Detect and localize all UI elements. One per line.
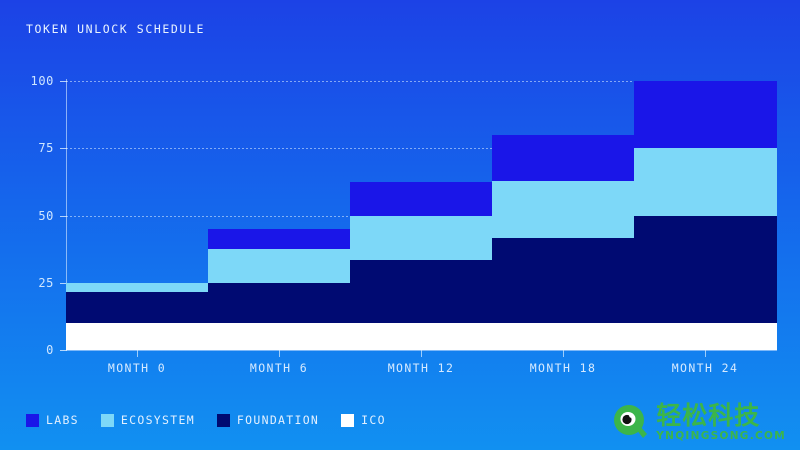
area-segment-ecosystem <box>350 215 493 260</box>
area-segment-labs <box>350 181 493 216</box>
legend-item-ico[interactable]: ICO <box>341 413 386 427</box>
gridline <box>66 148 776 150</box>
area-segment-foundation <box>66 292 209 324</box>
y-axis-tick-label: 100 <box>30 74 54 88</box>
x-axis-tick <box>421 350 422 357</box>
x-axis-tick-label: MONTH 18 <box>529 361 597 375</box>
area-segment-ico <box>350 323 493 350</box>
legend-item-labs[interactable]: LABS <box>26 413 79 427</box>
area-segment-labs <box>492 134 635 181</box>
area-segment-foundation <box>492 238 635 324</box>
area-segment-ico <box>492 323 635 350</box>
area-segment-labs <box>634 81 777 149</box>
legend-swatch-icon <box>26 413 39 427</box>
y-axis-line <box>66 79 67 351</box>
x-axis-tick-label: MONTH 6 <box>249 361 309 375</box>
page-title: TOKEN UNLOCK SCHEDULE <box>26 22 205 36</box>
chart-legend: LABS ECOSYSTEM FOUNDATION ICO <box>26 413 386 427</box>
y-axis-tick-label: 0 <box>46 343 54 357</box>
area-segment-ico <box>208 323 351 350</box>
brand-name-cn: 轻松科技 <box>656 400 761 430</box>
area-segment-ico <box>66 323 209 350</box>
area-segment-labs <box>208 228 351 250</box>
legend-item-ecosystem[interactable]: ECOSYSTEM <box>100 413 195 427</box>
legend-swatch-icon <box>100 413 114 427</box>
legend-swatch-icon <box>216 413 230 427</box>
x-axis-tick-label: MONTH 0 <box>107 361 167 375</box>
area-segment-ecosystem <box>634 148 777 216</box>
x-axis-tick-label: MONTH 24 <box>671 361 739 375</box>
legend-label: FOUNDATION <box>236 413 320 427</box>
y-axis-labels: 0 25 50 75 100 <box>0 74 54 357</box>
area-segment-ecosystem <box>66 282 209 293</box>
area-segment-ecosystem <box>208 249 351 283</box>
gridline <box>66 81 776 82</box>
y-axis-tick <box>60 148 67 150</box>
y-axis-tick-label: 50 <box>38 208 54 223</box>
x-axis-tick <box>563 350 564 357</box>
x-axis-tick <box>705 350 706 357</box>
plot-area <box>60 81 777 351</box>
legend-label: ECOSYSTEM <box>120 413 195 427</box>
watermark: 轻松科技 YNQINGSONG.COM <box>610 402 786 442</box>
legend-label: ICO <box>361 413 386 427</box>
x-axis-tick <box>279 350 280 357</box>
area-segment-ecosystem <box>492 180 635 239</box>
legend-label: LABS <box>46 413 79 427</box>
y-axis-tick <box>60 350 67 351</box>
brand-url: YNQINGSONG.COM <box>656 429 786 442</box>
y-axis-tick <box>60 215 67 217</box>
area-segment-foundation <box>634 215 777 324</box>
legend-swatch-icon <box>341 413 355 427</box>
y-axis-tick <box>60 81 67 82</box>
y-axis-tick <box>60 282 67 284</box>
area-segment-foundation <box>208 282 351 324</box>
legend-item-foundation[interactable]: FOUNDATION <box>216 413 320 427</box>
area-segment-ico <box>634 323 777 350</box>
area-segment-foundation <box>350 259 493 324</box>
y-axis-tick-label: 75 <box>38 141 54 156</box>
x-axis-tick-label: MONTH 12 <box>387 361 455 375</box>
y-axis-tick-label: 25 <box>38 275 54 290</box>
brand-logo-icon <box>614 405 648 438</box>
x-axis-tick <box>137 350 138 357</box>
